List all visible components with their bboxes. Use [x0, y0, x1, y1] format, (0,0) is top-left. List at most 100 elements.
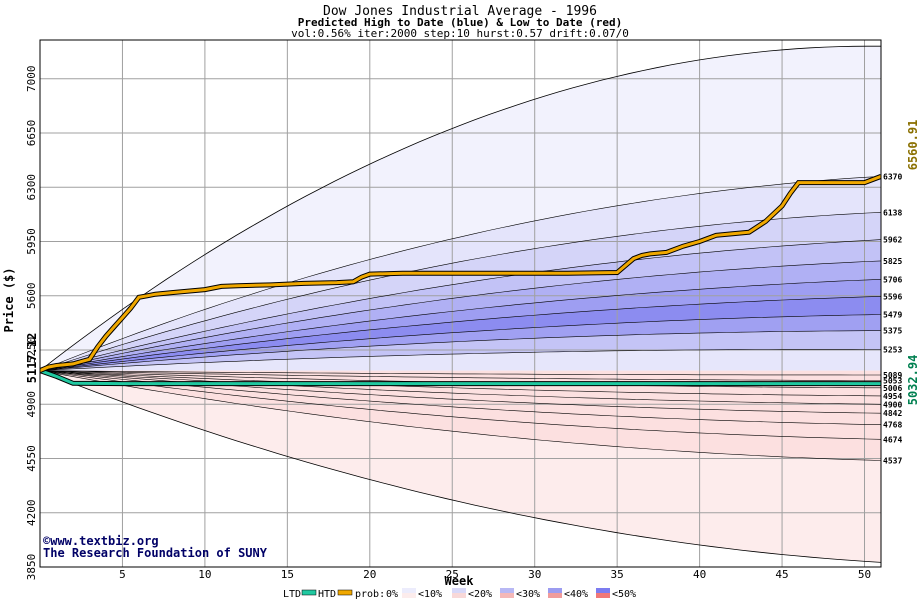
lower-percentile-label-2: 5006 — [883, 384, 902, 393]
credit-org: The Research Foundation of SUNY — [43, 546, 268, 560]
upper-percentile-label-2: 5962 — [883, 236, 902, 245]
credits: ©www.textbiz.org The Research Foundation… — [43, 534, 268, 560]
lower-percentile-line-8 — [40, 370, 881, 461]
legend-swatch-5b — [596, 593, 610, 598]
y-tick-label-4: 5250 — [25, 337, 38, 364]
legend-item-0: 0% — [386, 589, 398, 600]
y-tick-label-5: 5600 — [25, 283, 38, 310]
svg-text:©www.textbiz.org: ©www.textbiz.org — [43, 534, 159, 548]
legend-item-3: <30% — [516, 589, 540, 600]
lower-percentile-label-6: 4768 — [883, 421, 902, 430]
upper-percentile-label-0: 6370 — [883, 172, 902, 181]
x-axis-label: Week — [445, 574, 475, 588]
legend-swatch-1a — [402, 588, 416, 593]
upper-percentile-line-2 — [40, 239, 881, 371]
legend-item-1: <10% — [418, 589, 442, 600]
lower-percentile-line-7 — [40, 370, 881, 440]
upper-percentile-label-4: 5706 — [883, 275, 902, 284]
upper-percentile-label-3: 5825 — [883, 257, 902, 266]
x-tick-label-9: 50 — [858, 568, 871, 581]
y-tick-label-3: 4900 — [25, 391, 38, 418]
credit-site: www.textbiz.org — [50, 534, 158, 548]
x-tick-label-2: 15 — [281, 568, 294, 581]
lower-percentile-line-1 — [40, 370, 881, 381]
upper-percentile-line-0 — [40, 176, 881, 371]
legend-ltd-label: LTD — [283, 589, 301, 600]
upper-band-6 — [40, 296, 881, 371]
low-final-label: 5032.94 — [906, 355, 920, 406]
upper-outer-line — [40, 45, 881, 371]
legend-item-4: <40% — [564, 589, 588, 600]
x-tick-label-0: 5 — [119, 568, 126, 581]
upper-percentile-line-8 — [40, 349, 881, 371]
upper-percentile-label-5: 5596 — [883, 292, 902, 301]
legend-ltd-swatch — [301, 589, 317, 596]
plot-frame — [39, 39, 882, 568]
x-tick-label-4: 25 — [446, 568, 459, 581]
legend-swatch-3a — [500, 588, 514, 593]
x-tick-label-8: 45 — [775, 568, 788, 581]
start-value-label: 5117.12 — [25, 333, 39, 384]
upper-percentile-line-4 — [40, 279, 881, 371]
upper-percentile-line-7 — [40, 330, 881, 371]
upper-band-7 — [40, 314, 881, 371]
upper-band-5 — [40, 279, 881, 371]
legend-swatch-4b — [548, 593, 562, 598]
lower-percentile-label-4: 4900 — [883, 400, 902, 409]
legend-swatch-3b — [500, 593, 514, 598]
chart-title: Dow Jones Industrial Average - 1996 — [323, 4, 597, 19]
upper-percentile-label-8: 5253 — [883, 346, 902, 355]
legend-swatch-2b — [452, 593, 466, 598]
upper-percentile-label-6: 5479 — [883, 311, 902, 320]
upper-band-4 — [40, 260, 881, 371]
x-tick-label-7: 40 — [693, 568, 706, 581]
htd-line — [40, 174, 881, 372]
upper-band-1 — [40, 176, 881, 371]
copyright-symbol: © — [43, 534, 51, 548]
y-tick-label-7: 6300 — [25, 174, 38, 201]
y-tick-label-1: 4200 — [25, 500, 38, 527]
legend-swatch-5a — [596, 588, 610, 593]
upper-percentile-label-7: 5375 — [883, 327, 902, 336]
legend-swatch-4a — [548, 588, 562, 593]
legend-htd-swatch — [337, 589, 353, 596]
lower-percentile-line-3 — [40, 370, 881, 397]
x-tick-label-3: 20 — [363, 568, 376, 581]
lower-percentile-label-8: 4537 — [883, 457, 902, 466]
upper-percentile-line-1 — [40, 212, 881, 371]
lower-percentile-label-7: 4674 — [883, 435, 902, 444]
legend-item-5: <50% — [612, 589, 636, 600]
lower-percentile-label-1: 5053 — [883, 377, 902, 386]
lower-percentile-label-0: 5089 — [883, 371, 902, 380]
chart-params: vol:0.56% iter:2000 step:10 hurst:0.57 d… — [291, 27, 629, 40]
legend-htd-label: HTD — [318, 589, 336, 600]
y-tick-label-0: 3850 — [25, 554, 38, 581]
upper-band-3 — [40, 239, 881, 371]
lower-percentile-label-3: 4954 — [883, 392, 902, 401]
lower-percentile-line-0 — [40, 370, 881, 376]
y-tick-label-6: 5950 — [25, 228, 38, 255]
plot-area — [39, 39, 882, 568]
legend-swatch-0 — [386, 588, 400, 598]
y-tick-label-8: 6650 — [25, 120, 38, 147]
high-final-label: 6560.91 — [906, 120, 920, 171]
ltd-line — [40, 369, 881, 386]
lower-percentile-line-4 — [40, 370, 881, 405]
x-tick-label-1: 10 — [198, 568, 211, 581]
y-tick-label-2: 4550 — [25, 445, 38, 472]
y-tick-label-9: 7000 — [25, 66, 38, 93]
lower-percentile-label-5: 4842 — [883, 409, 902, 418]
upper-percentile-line-5 — [40, 296, 881, 371]
chart-subtitle: Predicted High to Date (blue) & Low to D… — [298, 16, 623, 29]
upper-band-9 — [40, 349, 881, 371]
upper-percentile-line-6 — [40, 314, 881, 371]
upper-band-0 — [40, 46, 881, 371]
y-axis-label: Price ($) — [2, 267, 16, 332]
legend: LTD HTD prob: 0% <10% <20% <30% <40% <50… — [283, 588, 636, 600]
upper-percentile-line-3 — [40, 260, 881, 371]
x-tick-label-6: 35 — [611, 568, 624, 581]
legend-swatch-1b — [402, 593, 416, 598]
plot-content — [40, 40, 881, 567]
upper-percentile-label-1: 6138 — [883, 208, 902, 217]
